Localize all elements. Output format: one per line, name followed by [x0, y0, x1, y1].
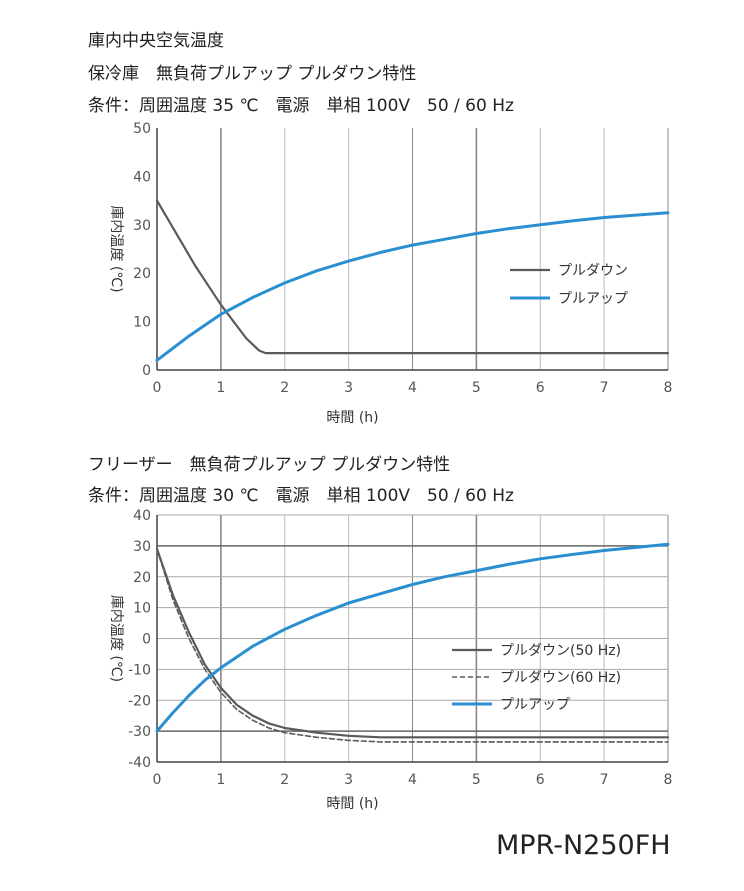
- chart1-y-axis-label: 庫内温度 (℃): [108, 205, 125, 292]
- chart1-legend-label-1: プルダウン: [558, 263, 628, 279]
- chart2-y-tick-label: -20: [128, 693, 151, 709]
- chart1-y-tick-label: 20: [133, 266, 151, 282]
- chart1-x-tick-label: 6: [536, 380, 545, 396]
- chart1-series-line-2: [155, 211, 670, 362]
- chart2-x-tick-label: 8: [664, 772, 673, 788]
- chart2-x-tick-label: 7: [600, 772, 609, 788]
- chart1-series-line-1: [155, 199, 670, 355]
- chart2-y-tick-label: 0: [142, 632, 151, 648]
- chart2-x-tick-label: 0: [153, 772, 162, 788]
- chart2-title: フリーザー 無負荷プルアップ プルダウン特性: [88, 455, 451, 475]
- page-main-title: 庫内中央空気温度: [88, 31, 224, 51]
- chart2-y-tick-label: -30: [128, 724, 151, 740]
- chart1-x-tick-label: 8: [664, 380, 673, 396]
- chart1-legend-label-2: プルアップ: [558, 291, 628, 307]
- chart2-y-tick-label: 10: [133, 601, 151, 617]
- chart2-x-tick-label: 4: [408, 772, 417, 788]
- model-number: MPR-N250FH: [496, 830, 671, 861]
- chart2-legend-label-1: プルダウン(50 Hz): [500, 643, 621, 659]
- chart1-x-axis-label: 時間 (h): [326, 410, 378, 426]
- chart2-y-tick-label: -40: [128, 755, 151, 771]
- chart2-legend-label-3: プルアップ: [500, 697, 570, 713]
- chart2-y-tick-label: 20: [133, 570, 151, 586]
- chart1-y-tick-label: 10: [133, 315, 151, 331]
- chart2-x-tick-label: 2: [280, 772, 289, 788]
- chart2-y-axis-label: 庫内温度 (℃): [108, 595, 125, 682]
- chart1-y-tick-label: 50: [133, 121, 151, 137]
- chart2-y-tick-label: 40: [133, 508, 151, 524]
- chart1-y-tick-label: 40: [133, 169, 151, 185]
- chart1-title: 保冷庫 無負荷プルアップ プルダウン特性: [88, 64, 417, 84]
- chart1-conditions: 条件：周囲温度 35 ℃ 電源 単相 100V 50 / 60 Hz: [88, 96, 514, 116]
- chart2-x-tick-label: 3: [344, 772, 353, 788]
- chart1-x-tick-label: 4: [408, 380, 417, 396]
- chart2-x-tick-label: 6: [536, 772, 545, 788]
- chart1-y-tick-label: 30: [133, 218, 151, 234]
- chart1-x-tick-label: 1: [216, 380, 225, 396]
- chart2-series-line-1: [155, 547, 670, 739]
- chart1-x-tick-label: 5: [472, 380, 481, 396]
- chart1-x-tick-label: 0: [153, 380, 162, 396]
- chart2-x-tick-label: 5: [472, 772, 481, 788]
- chart1-x-tick-label: 3: [344, 380, 353, 396]
- chart1-y-tick-label: 0: [142, 363, 151, 379]
- chart2-legend-label-2: プルダウン(60 Hz): [500, 670, 621, 686]
- chart1-x-tick-label: 7: [600, 380, 609, 396]
- chart2-y-tick-label: -10: [128, 662, 151, 678]
- chart2-series-line-2: [156, 548, 669, 743]
- chart2-conditions: 条件：周囲温度 30 ℃ 電源 単相 100V 50 / 60 Hz: [88, 486, 514, 506]
- chart2-x-axis-label: 時間 (h): [326, 796, 378, 812]
- chart1-x-tick-label: 2: [280, 380, 289, 396]
- chart2-y-tick-label: 30: [133, 539, 151, 555]
- chart2-x-tick-label: 1: [216, 772, 225, 788]
- chart2-series-line-3: [155, 542, 670, 733]
